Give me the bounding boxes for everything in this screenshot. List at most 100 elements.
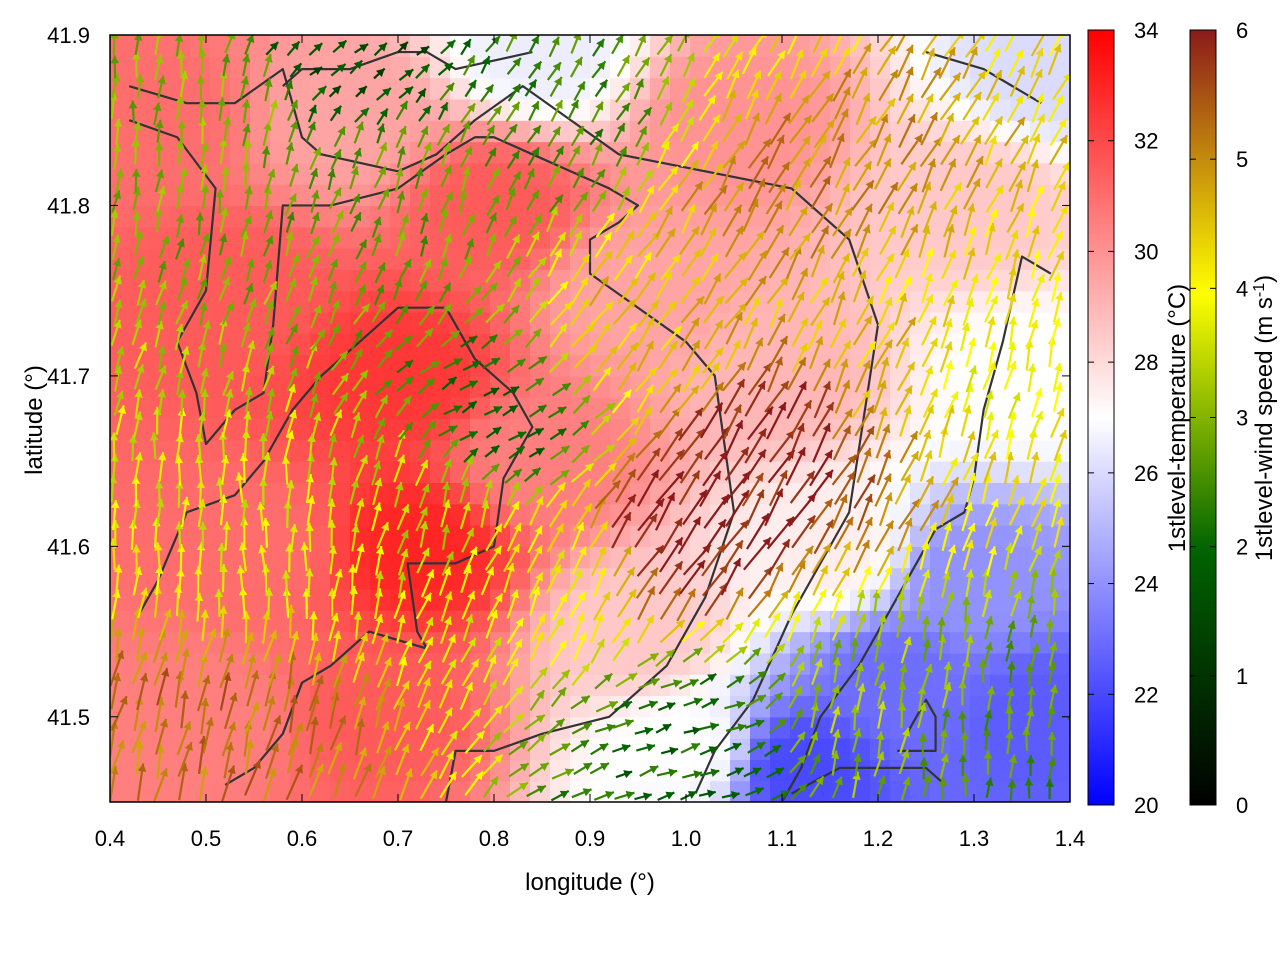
- wind-arrow: [1031, 273, 1045, 302]
- wind-arrow: [461, 754, 483, 778]
- heat-cell: [550, 674, 571, 697]
- wind-arrow: [897, 182, 919, 215]
- wind-arrow: [681, 364, 701, 393]
- wind-arrow: [1074, 571, 1083, 598]
- heat-cell: [970, 674, 991, 697]
- heat-cell: [530, 98, 551, 121]
- wind-arrow: [1047, 661, 1057, 685]
- wind-arrow: [219, 672, 232, 711]
- wind-arrow: [833, 86, 851, 120]
- heat-cell: [250, 98, 271, 121]
- wind-arrow: [459, 145, 473, 168]
- heat-cell: [430, 375, 451, 398]
- wind-arrow: [371, 216, 382, 238]
- wind-arrow: [1047, 757, 1057, 780]
- heat-cell: [970, 503, 991, 526]
- wind-arrow: [786, 613, 801, 642]
- wind-arrow: [1029, 614, 1038, 638]
- heat-cell: [750, 567, 771, 590]
- wind-arrow: [919, 365, 934, 396]
- wind-arrow: [676, 385, 700, 413]
- wind-arrow: [572, 503, 593, 532]
- wind-arrow: [787, 356, 807, 391]
- wind-arrow: [618, 16, 631, 34]
- wind-arrow: [175, 369, 185, 396]
- wind-arrow: [441, 376, 458, 391]
- heat-cell: [950, 716, 971, 739]
- wind-arrow: [547, 280, 569, 305]
- heat-cell: [470, 716, 491, 739]
- heat-cell: [550, 525, 571, 547]
- wind-arrow: [421, 402, 440, 419]
- heat-cell: [130, 205, 151, 228]
- wind-arrow: [874, 661, 885, 687]
- wind-arrow: [899, 572, 911, 599]
- wind-arrow: [442, 438, 460, 458]
- heat-cell: [930, 503, 951, 526]
- heat-cell: [390, 631, 411, 654]
- wind-arrow: [508, 170, 522, 192]
- heat-cell: [690, 780, 711, 802]
- heat-cell: [650, 162, 671, 185]
- wind-arrow: [177, 277, 188, 301]
- heat-cell: [990, 482, 1011, 505]
- heat-cell: [1010, 631, 1031, 654]
- wind-arrow: [853, 474, 876, 509]
- wind-arrow: [748, 35, 767, 56]
- wind-arrow: [743, 767, 762, 778]
- wind-arrow: [961, 522, 976, 552]
- heat-cell: [670, 226, 691, 249]
- heat-cell: [310, 269, 331, 292]
- wind-arrow: [504, 468, 523, 484]
- wind-arrow: [155, 280, 167, 306]
- wind-arrow: [764, 744, 782, 758]
- wind-arrow: [417, 188, 428, 213]
- wind-arrow: [376, 521, 389, 549]
- wind-arrow: [852, 539, 871, 574]
- wind-arrow: [1026, 594, 1036, 620]
- wind-arrow: [1026, 755, 1035, 776]
- wind-arrow: [940, 493, 955, 526]
- wind-arrow: [809, 276, 829, 305]
- wind-arrow: [175, 433, 184, 463]
- heat-cell: [150, 141, 171, 164]
- heat-cell: [950, 482, 971, 505]
- heat-cell: [930, 397, 951, 420]
- heat-cell: [250, 482, 271, 505]
- heat-cell: [890, 461, 911, 484]
- wind-arrow: [592, 591, 611, 621]
- wind-arrow: [699, 746, 718, 756]
- wind-arrow: [486, 167, 501, 191]
- wind-arrow: [482, 680, 498, 706]
- wind-arrow: [350, 329, 363, 350]
- y-tick-label: 41.6: [47, 534, 90, 559]
- wind-arrow: [418, 105, 432, 122]
- heat-cell: [790, 311, 811, 334]
- wind-arrow: [589, 762, 610, 775]
- heat-cell: [730, 588, 751, 611]
- wind-arrow: [508, 445, 526, 460]
- wind-arrow: [655, 300, 678, 328]
- wind-arrow: [810, 202, 834, 234]
- heat-cell: [350, 695, 371, 718]
- wind-arrow: [287, 305, 302, 328]
- wind-arrow: [722, 404, 742, 440]
- wind-arrow: [720, 557, 742, 596]
- wind-arrow: [984, 35, 997, 53]
- heat-cell: [370, 588, 391, 611]
- wind-arrow: [897, 517, 913, 552]
- wind-arrow: [265, 41, 279, 56]
- heat-cell: [630, 226, 651, 249]
- wind-arrow: [850, 638, 859, 662]
- heat-cell: [1010, 418, 1031, 441]
- wind-arrow: [810, 296, 831, 327]
- wind-arrow: [985, 777, 994, 798]
- wind-arrow: [876, 356, 890, 391]
- wind-arrow: [525, 231, 540, 258]
- wind-arrow: [941, 457, 959, 486]
- heat-cell: [850, 674, 871, 697]
- wind-arrow: [398, 85, 414, 100]
- heat-cell: [630, 631, 651, 654]
- wind-arrow: [310, 304, 322, 329]
- wind-arrow: [179, 346, 190, 374]
